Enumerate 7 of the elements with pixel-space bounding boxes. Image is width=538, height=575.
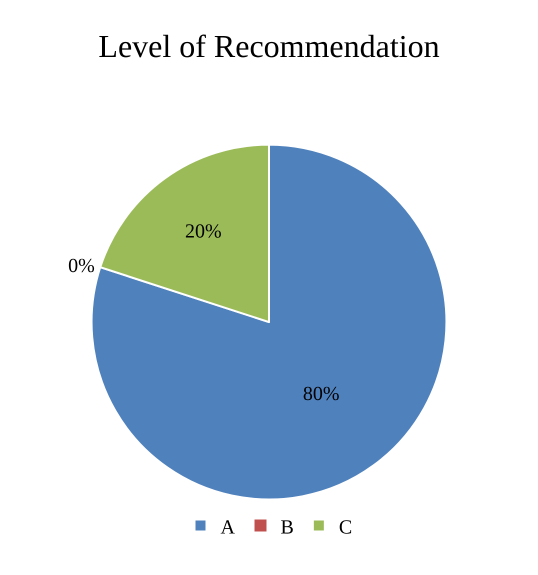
text: 0%: [68, 255, 95, 278]
chart-title: Level of Recommendation: [98, 28, 440, 64]
data-label: 80%: [302, 382, 340, 405]
legend-label: A: [220, 516, 236, 538]
legend-label: C: [338, 516, 352, 538]
legend-label: B: [280, 516, 294, 538]
data-label: 20%: [184, 220, 222, 243]
